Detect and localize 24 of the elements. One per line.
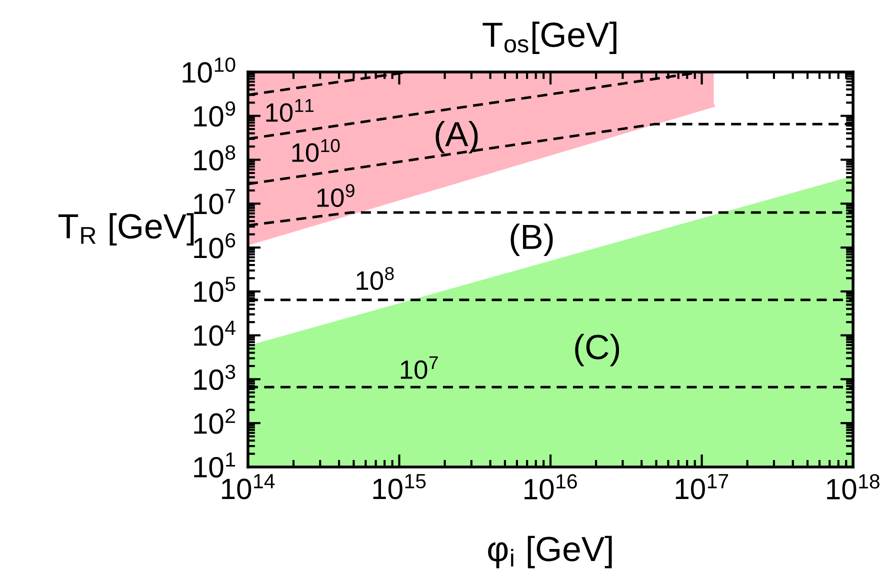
annotation: 10$^{8}$	[356, 267, 394, 290]
annotation: (C)	[575, 334, 620, 366]
y-axis-title: T$_{R}$ [GeV]	[58, 213, 194, 246]
y-tick-label: 10$^{7}$	[194, 189, 235, 214]
annotation: 10$^{7}$	[400, 356, 438, 380]
y-tick-label: 10$^{2}$	[194, 408, 235, 434]
x-tick-label: 10$^{15}$	[373, 474, 426, 500]
x-tick-label: 10$^{16}$	[524, 474, 577, 500]
annotation: 10$^{11}$	[266, 99, 314, 122]
annotation: 10$^{9}$	[317, 184, 354, 208]
annotation: (A)	[436, 120, 478, 154]
y-tick-label: 10$^{4}$	[194, 320, 236, 346]
y-tick-label: 10$^{5}$	[194, 276, 236, 302]
y-tick-label: 10$^{10}$	[182, 57, 236, 83]
annotation: 10$^{10}$	[292, 139, 340, 162]
x-tick-label: 10$^{18}$	[827, 474, 880, 500]
y-tick-label: 10$^{3}$	[194, 364, 236, 390]
y-tick-label: 10$^{9}$	[194, 101, 236, 127]
annotation: (B)	[510, 224, 553, 256]
y-tick-label: 10$^{6}$	[194, 233, 236, 258]
y-tick-label: 10$^{8}$	[194, 145, 236, 171]
chart-title: T$_{os}$[GeV]	[482, 22, 616, 54]
x-tick-label: 10$^{17}$	[676, 474, 728, 500]
x-axis-title: φ$_{i}$ [GeV]	[488, 536, 612, 568]
